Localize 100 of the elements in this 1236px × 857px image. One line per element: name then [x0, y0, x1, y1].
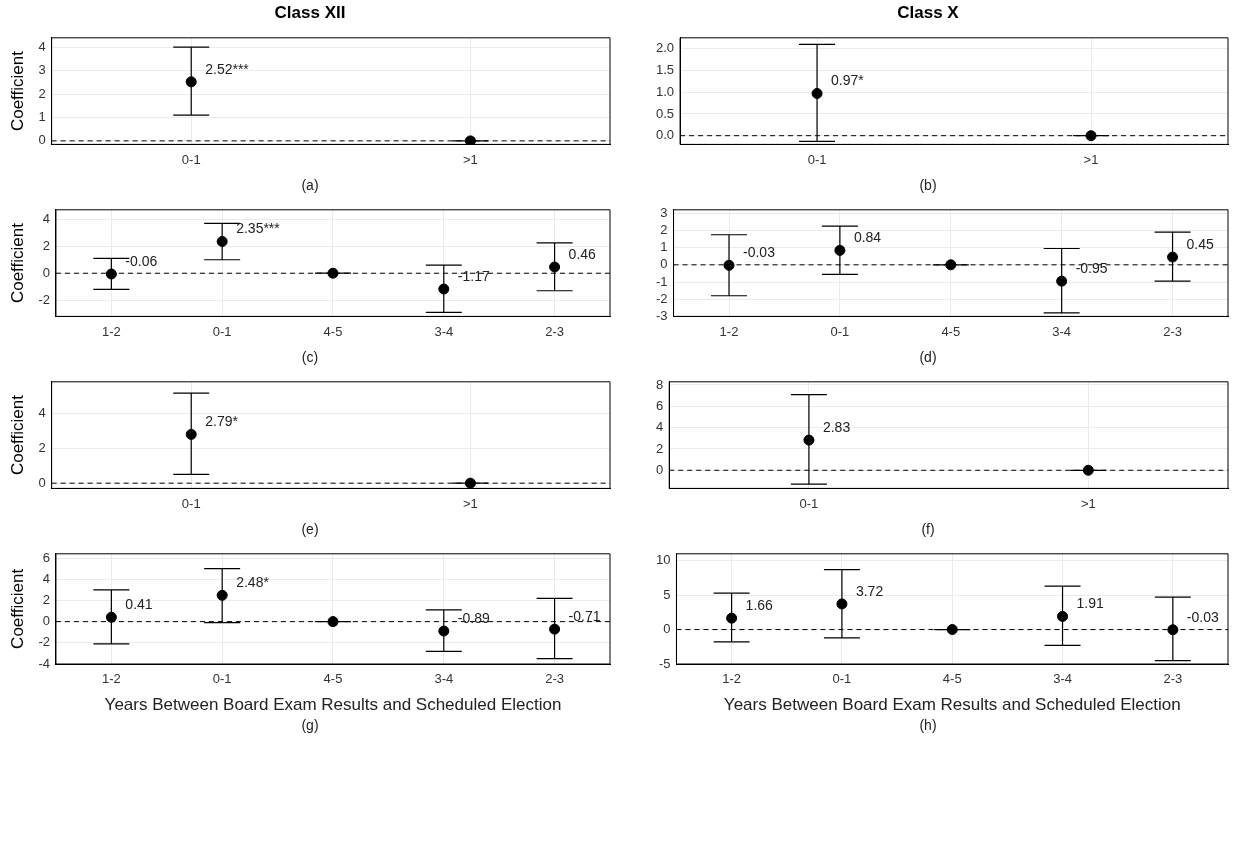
point: [723, 259, 735, 271]
y-tick-label: 2: [656, 440, 664, 456]
y-tick-label: 0: [663, 621, 671, 637]
x-tick-label: 2-3: [1163, 323, 1182, 339]
y-tick-label: 4: [38, 38, 46, 54]
y-tick-label: -2: [38, 634, 50, 650]
data-label: 0.46: [568, 245, 597, 262]
data-label: 3.72: [855, 582, 884, 599]
point: [105, 268, 117, 280]
y-tick-label: 4: [38, 404, 46, 420]
data-label: -0.89: [457, 609, 490, 626]
data-label: -0.71: [568, 608, 601, 624]
x-axis-title: Years Between Board Exam Results and Scheduled Election: [723, 695, 1181, 715]
x-tick-label: 0-1: [212, 671, 232, 687]
x-tick-label: 3-4: [1053, 671, 1072, 687]
point: [105, 611, 117, 623]
y-tick-label: 6: [42, 549, 50, 565]
x-tick-label: 2-3: [1163, 671, 1183, 687]
y-tick-label: 2: [42, 592, 50, 607]
y-tick-label: 0.0: [655, 127, 675, 143]
y-tick-label: 0: [42, 613, 50, 629]
x-tick-label: 1-2: [101, 323, 121, 339]
text: (c): [300, 348, 320, 367]
x-tick-label: 0-1: [181, 151, 201, 167]
y-tick-label: 1.0: [655, 83, 675, 99]
point: [216, 589, 228, 601]
point: [327, 267, 339, 279]
x-tick-label: 4-5: [323, 671, 343, 687]
y-tick-label: 0.5: [655, 105, 675, 121]
point: [1057, 610, 1069, 622]
y-tick-label: 0: [38, 474, 46, 490]
x-tick-label: 1-2: [722, 671, 742, 687]
text: (f): [920, 520, 936, 539]
y-tick-label: -4: [38, 655, 50, 671]
y-tick-label: 0: [42, 264, 50, 280]
text: (a): [300, 176, 320, 195]
data-label: 2.48*: [236, 574, 270, 591]
point: [438, 283, 450, 295]
data-label: 0.41: [125, 596, 153, 613]
data-label: 0.84: [853, 229, 882, 246]
point: [946, 624, 958, 636]
y-tick-label: 0: [38, 132, 46, 148]
x-axis-title: Years Between Board Exam Results and Scheduled Election: [104, 695, 562, 715]
data-label: 2.83: [822, 418, 851, 435]
data-label: 0.45: [1186, 235, 1215, 252]
x-tick-label: >1: [1080, 495, 1096, 511]
x-tick-label: 3-4: [434, 323, 454, 339]
x-tick-label: 0-1: [807, 151, 827, 167]
point: [327, 616, 339, 628]
y-axis-title: Coefficient: [7, 50, 27, 132]
point: [216, 236, 228, 248]
x-tick-label: 0-1: [181, 495, 201, 511]
point: [1167, 624, 1179, 636]
y-tick-label: -2: [656, 290, 668, 306]
text: (b): [918, 176, 938, 195]
y-tick-label: 6: [656, 397, 664, 413]
data-label: -1.17: [457, 267, 490, 284]
text: (h): [918, 716, 938, 735]
x-tick-label: >1: [462, 495, 478, 511]
point: [549, 623, 561, 635]
y-tick-label: 1.5: [655, 62, 675, 78]
point: [1056, 275, 1068, 287]
point: [834, 244, 846, 256]
y-tick-label: 0: [660, 256, 668, 272]
point: [945, 259, 957, 271]
data-label: 2.79*: [205, 413, 239, 430]
data-label: -0.06: [125, 252, 158, 269]
x-tick-label: 0-1: [830, 323, 850, 339]
x-tick-label: 3-4: [434, 671, 454, 687]
data-label: 2.52***: [205, 60, 250, 77]
y-tick-label: 5: [663, 586, 671, 602]
point: [836, 598, 848, 610]
x-tick-label: 2-3: [545, 323, 564, 339]
x-tick-label: 1-2: [719, 323, 739, 339]
data-label: -0.03: [743, 244, 776, 261]
x-tick-label: 0-1: [832, 671, 852, 687]
point: [726, 612, 738, 624]
point: [1167, 251, 1179, 263]
y-tick-label: 0: [656, 461, 664, 477]
y-tick-label: 1: [38, 109, 46, 125]
x-tick-label: 4-5: [941, 323, 961, 339]
y-axis-title: Coefficient: [7, 394, 27, 476]
data-label: 1.66: [745, 596, 774, 613]
y-axis-title: Coefficient: [7, 222, 27, 304]
data-label: 0.97*: [831, 72, 865, 89]
y-tick-label: -3: [656, 307, 668, 323]
data-label: 1.91: [1076, 595, 1104, 612]
x-tick-label: >1: [1083, 151, 1099, 167]
chart-title: Class X: [896, 2, 960, 24]
x-tick-label: 2-3: [545, 671, 564, 687]
y-tick-label: -5: [658, 655, 671, 671]
text: (d): [918, 348, 938, 367]
text: (g): [300, 716, 320, 735]
point: [549, 261, 561, 273]
x-tick-label: 1-2: [101, 671, 121, 687]
y-tick-label: -1: [656, 273, 668, 289]
y-tick-label: 2: [38, 439, 46, 455]
data-label: -0.95: [1075, 260, 1108, 277]
y-tick-label: 2.0: [655, 40, 675, 56]
x-tick-label: 4-5: [323, 323, 343, 339]
